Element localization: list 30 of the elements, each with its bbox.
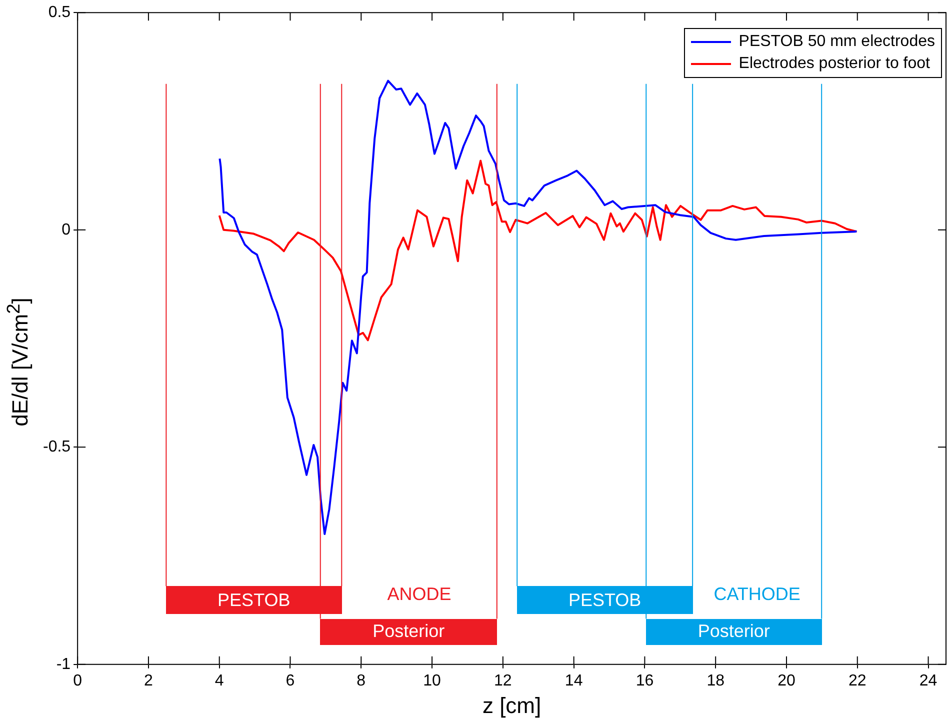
annotation: CATHODE: [714, 584, 800, 605]
x-tick-label: 18: [706, 672, 725, 690]
y-tick-label: -0.5: [42, 438, 71, 456]
annotation: Posterior: [372, 621, 445, 642]
y-tick-label: 0: [62, 221, 71, 238]
x-tick-label: 16: [636, 672, 654, 690]
x-tick-label: 14: [564, 672, 583, 690]
annotation: Posterior: [698, 621, 770, 642]
annotation: PESTOB: [218, 590, 290, 611]
electrode-plate: Posterior: [646, 618, 822, 645]
annotation: PESTOB: [568, 590, 642, 611]
x-tick-label: 20: [778, 672, 796, 690]
x-tick-label: 24: [919, 672, 938, 690]
x-tick-label: 10: [423, 672, 442, 690]
y-tick-label: -1: [56, 656, 71, 673]
x-tick-label: 4: [214, 672, 224, 690]
x-tick-label: 8: [356, 672, 366, 690]
x-tick-label: 0: [73, 672, 82, 690]
x-axis-title: z [cm]: [482, 692, 542, 718]
electrode-plate: PESTOB: [166, 586, 342, 614]
x-tick-label: 2: [144, 672, 154, 690]
x-tick-label: 6: [286, 672, 295, 690]
x-tick-label: 12: [494, 672, 512, 690]
legend-label: Electrodes posterior to foot: [738, 54, 930, 74]
legend-label: PESTOB 50 mm electrodes: [738, 32, 935, 52]
y-tick-label: 0.5: [48, 4, 71, 22]
electrode-plate: Posterior: [320, 618, 497, 645]
x-tick-label: 22: [848, 672, 866, 690]
annotation: ANODE: [387, 584, 452, 605]
electrode-plate: PESTOB: [517, 586, 693, 614]
